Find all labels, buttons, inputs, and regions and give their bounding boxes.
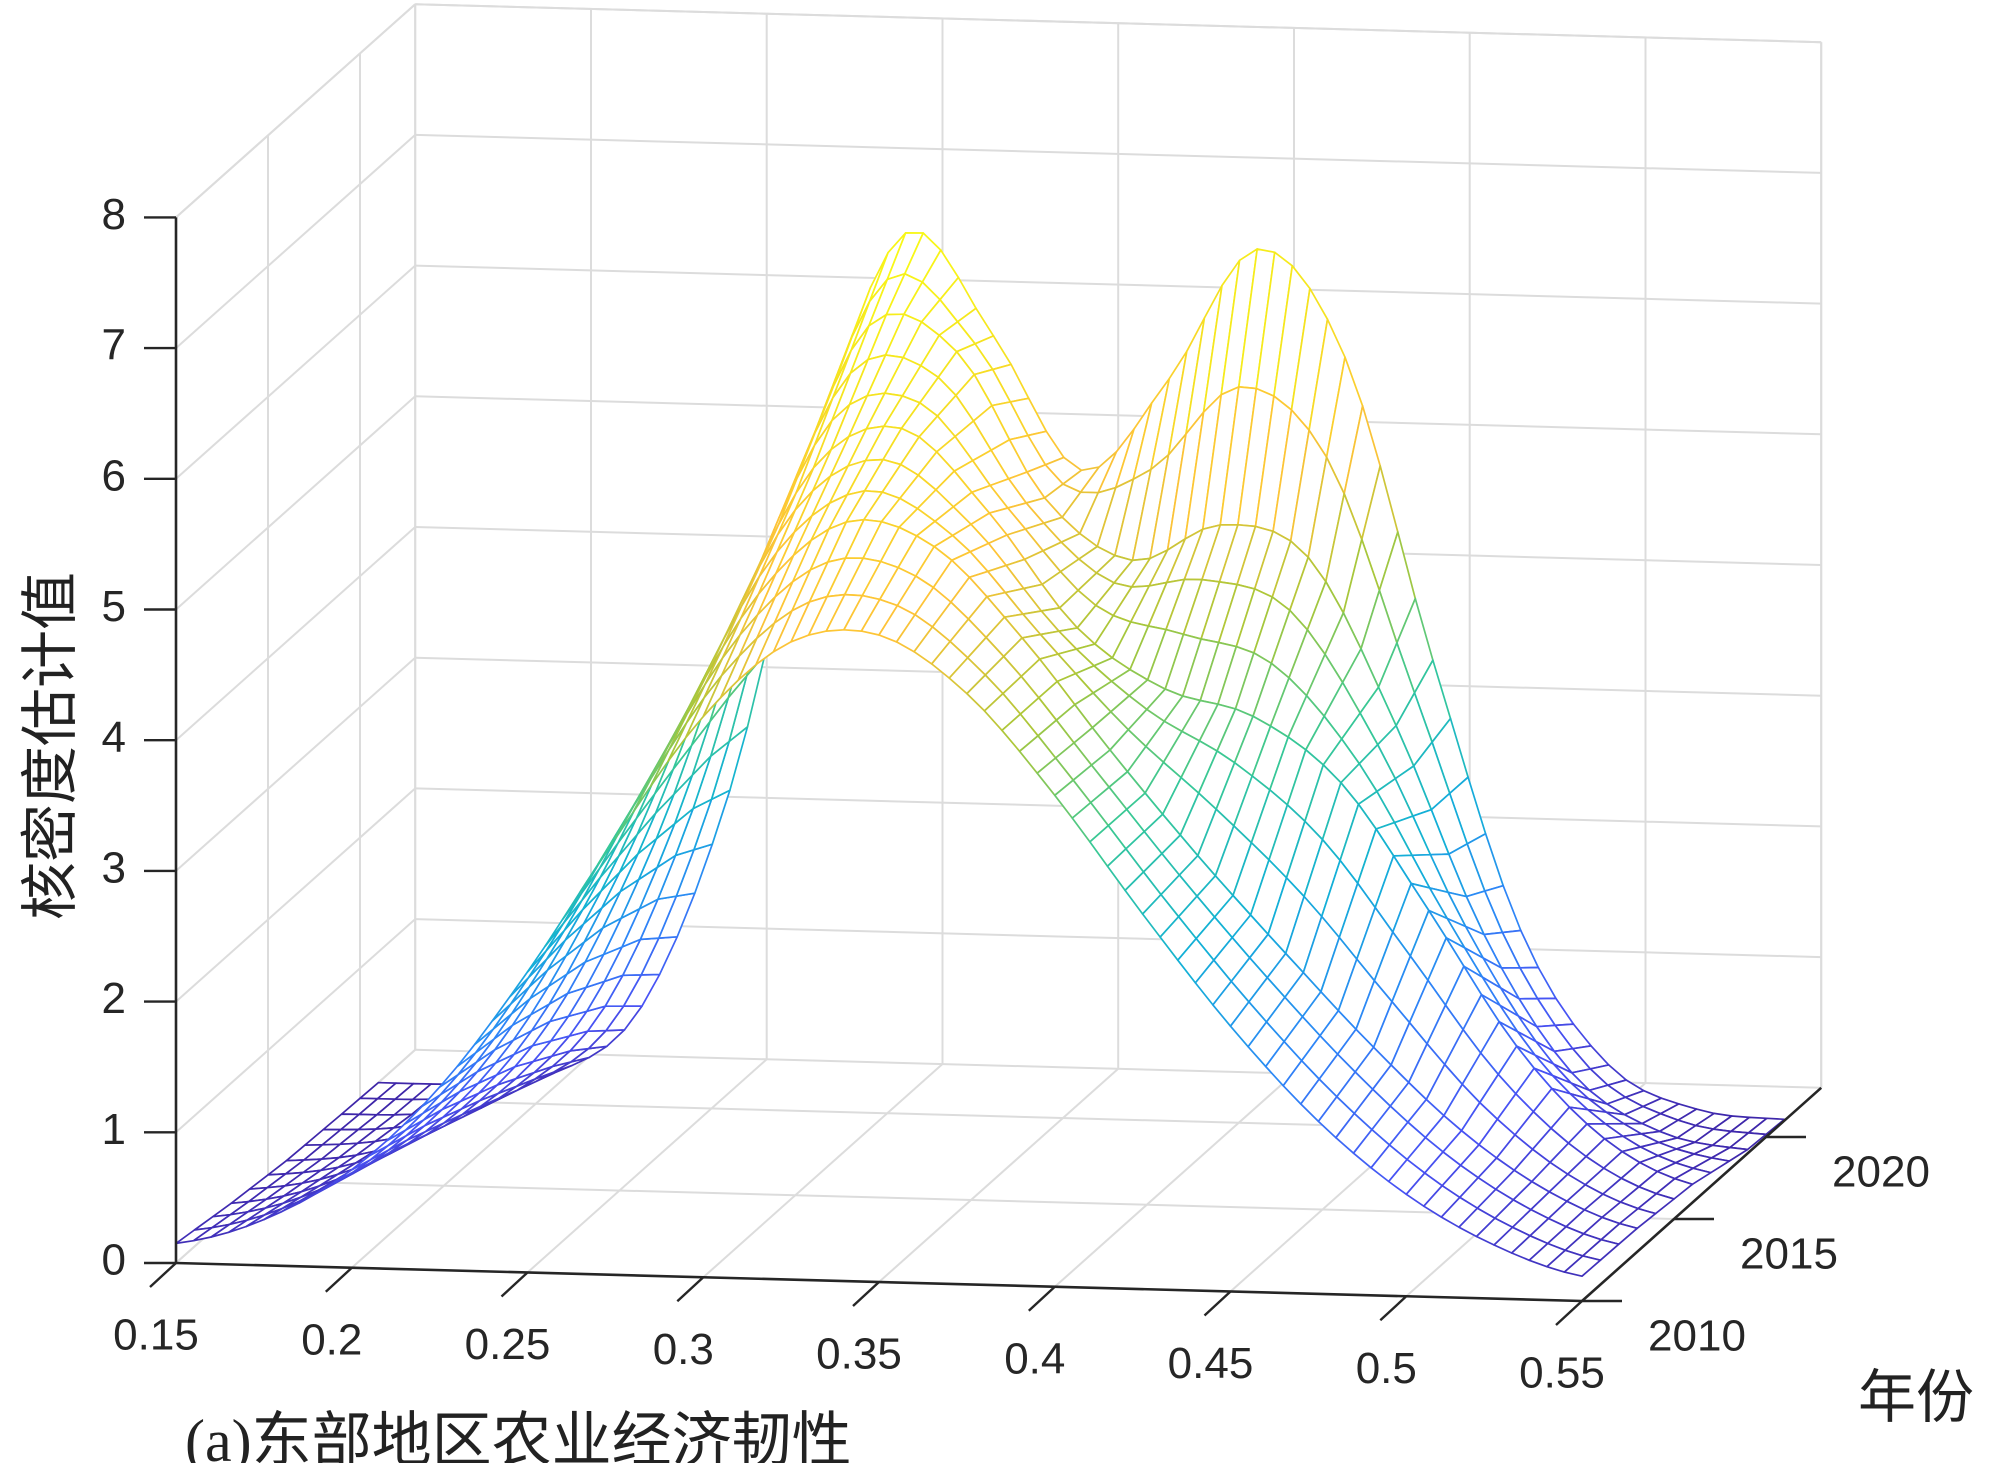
z-tick-label: 0: [102, 1236, 126, 1285]
z-tick-label: 4: [102, 713, 126, 762]
x-tick-label: 0.2: [301, 1315, 362, 1364]
grid-line: [415, 3, 1822, 44]
z-tick-label: 3: [102, 844, 126, 893]
grid-line: [175, 787, 416, 1003]
x-tick: [852, 1281, 880, 1307]
grid-line: [415, 133, 1822, 174]
grid-line: [175, 3, 416, 219]
x-tick-label: 0.3: [653, 1325, 714, 1374]
x-tick-label: 0.45: [1168, 1339, 1254, 1388]
x-tick-label: 0.25: [465, 1320, 551, 1369]
z-tick-label: 2: [102, 974, 126, 1023]
z-tick-label: 1: [102, 1105, 126, 1154]
tick-labels: 0 1 2 3 4 5 6 7 8 0.15 0.2 0.25 0.3 0.35 0.4 0.45 0.5 0.5…: [102, 190, 1930, 1398]
x-tick-label: 0.35: [816, 1330, 902, 1379]
x-tick: [324, 1266, 353, 1293]
z-tick-label: 5: [102, 582, 126, 631]
x-tick: [1203, 1290, 1232, 1317]
y-axis-line: [1581, 1086, 1823, 1302]
y-tick-label: 2015: [1740, 1230, 1838, 1279]
grid-line: [175, 264, 416, 480]
x-tick-label: 0.15: [113, 1311, 199, 1360]
grid-line: [415, 264, 1822, 305]
mesh-cell: [1563, 1255, 1602, 1278]
z-tick-label: 6: [102, 451, 126, 500]
grid-line: [351, 1053, 592, 1269]
grid-line: [175, 134, 416, 349]
grid-line: [175, 656, 416, 872]
grid-line: [878, 1068, 1119, 1283]
x-tick-label: 0.4: [1004, 1334, 1065, 1383]
z-axis-label: 核密度估计值: [16, 571, 84, 921]
grid-line: [175, 395, 416, 611]
grid-line: [415, 395, 1822, 436]
x-tick: [500, 1271, 529, 1298]
y-tick-label: 2010: [1648, 1312, 1746, 1361]
grid-line: [175, 526, 416, 741]
x-tick: [1027, 1285, 1056, 1312]
z-tick-label: 8: [102, 190, 126, 239]
y-tick-label: 2020: [1832, 1148, 1930, 1197]
x-tick-label: 0.5: [1356, 1344, 1417, 1393]
x-tick: [149, 1262, 177, 1288]
y-axis-label: 年份: [1858, 1363, 1975, 1431]
grid-line: [702, 1063, 944, 1279]
z-tick-label: 7: [102, 321, 126, 370]
x-tick: [1555, 1300, 1583, 1326]
x-tick: [676, 1276, 705, 1303]
axes: [144, 216, 1823, 1326]
figure-caption: (a)东部地区农业经济韧性: [185, 1408, 852, 1463]
grid-line: [175, 918, 416, 1134]
grid-line: [526, 1058, 768, 1274]
x-tick-label: 0.55: [1519, 1349, 1605, 1398]
surface-mesh: [175, 232, 1786, 1278]
grid-line: [1054, 1072, 1295, 1288]
x-tick: [1379, 1295, 1408, 1322]
